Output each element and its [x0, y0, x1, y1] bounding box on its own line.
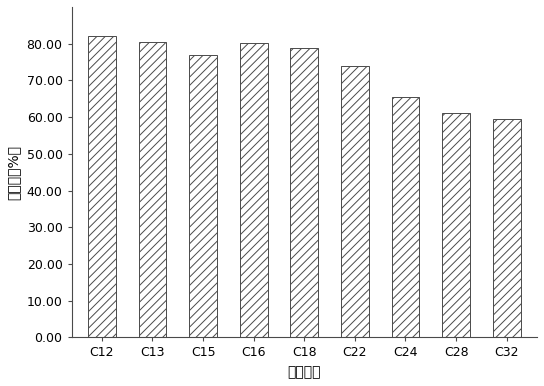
Bar	[240, 43, 268, 337]
Bar	[493, 119, 521, 337]
Bar	[290, 48, 318, 337]
Bar	[442, 113, 470, 337]
Y-axis label: 降解率（%）: 降解率（%）	[7, 145, 21, 200]
Bar	[392, 97, 419, 337]
Bar	[341, 66, 369, 337]
Bar	[139, 42, 166, 337]
Bar	[88, 36, 116, 337]
Bar	[189, 55, 217, 337]
X-axis label: 正构烷烶: 正构烷烶	[288, 365, 321, 379]
